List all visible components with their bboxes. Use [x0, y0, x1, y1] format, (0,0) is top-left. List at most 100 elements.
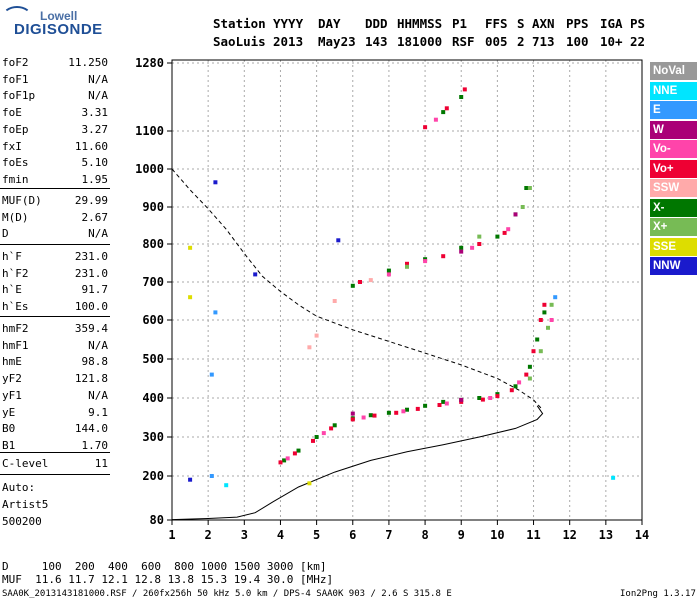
legend-item: E	[650, 101, 697, 119]
point-vo-	[415, 406, 420, 411]
param-value: 91.7	[81, 283, 109, 297]
point-x-	[441, 399, 446, 404]
param-row: hmF1 N/A	[2, 339, 108, 352]
x-tick-label: 13	[599, 528, 613, 542]
point-x-	[386, 268, 391, 273]
y-tick-label: 500	[142, 352, 164, 366]
param-name: MUF(D)	[2, 194, 42, 207]
x-tick-label: 14	[635, 528, 649, 542]
legend-item: Vo+	[650, 159, 697, 178]
param-value: 100.0	[74, 300, 108, 314]
param-name: h`F2	[2, 266, 29, 280]
point-vo-	[372, 413, 377, 418]
point-x-	[296, 448, 301, 453]
param-value: 121.8	[74, 372, 108, 386]
param-row: foE 3.31	[2, 106, 108, 119]
header-row2-cell: 10+	[600, 34, 623, 49]
code-label: 500200	[2, 515, 42, 528]
point-x-	[282, 458, 287, 463]
header-row2-cell: SaoLuis	[213, 34, 266, 49]
header-row1-cell: PS	[630, 16, 646, 31]
param-row: yF2 121.8	[2, 372, 108, 385]
point-vo-	[285, 456, 290, 461]
param-row: M(D) 2.67	[2, 211, 108, 224]
param-value: N/A	[88, 89, 108, 103]
param-value: 359.4	[74, 322, 108, 335]
param-separator	[0, 244, 110, 245]
param-name: foEs	[2, 156, 29, 170]
point-sse	[307, 481, 312, 486]
curve-vertical-profile	[171, 405, 544, 521]
point-nne	[611, 475, 616, 480]
distance-row: D 100 200 400 600 800 1000 1500 3000 [km…	[2, 560, 327, 573]
x-tick-label: 12	[562, 528, 576, 542]
point-vo-	[441, 254, 446, 259]
point-vo-	[329, 426, 334, 431]
param-name: yF2	[2, 372, 22, 386]
auto-label: Auto:	[2, 481, 36, 494]
point-vo-	[423, 259, 428, 264]
point-vo-	[401, 409, 406, 414]
param-value: N/A	[88, 338, 108, 352]
param-value: 144.0	[74, 422, 108, 436]
point-vo-	[358, 280, 362, 284]
x-tick-label: 1	[168, 528, 175, 542]
param-value: 3.27	[81, 122, 109, 136]
point-x-	[405, 407, 409, 412]
y-tick-label: 80	[150, 513, 164, 527]
param-name: foF1p	[2, 89, 36, 103]
point-vo-	[444, 401, 449, 406]
point-x-	[513, 384, 518, 389]
point-x-	[459, 95, 464, 99]
point-vo-	[495, 394, 500, 399]
header-row2-cell: RSF	[452, 34, 475, 49]
param-name: fmin	[2, 172, 29, 186]
header-row2-cell: 100	[566, 34, 589, 49]
param-name: hmE	[2, 355, 22, 369]
legend-item: NNE	[650, 81, 697, 100]
point-vo-	[444, 106, 449, 111]
legend-item: X-	[650, 198, 697, 217]
x-tick-label: 8	[421, 528, 428, 542]
legend-item: NoVal	[650, 62, 697, 80]
header-row1-cell: S	[517, 16, 525, 31]
point-x-	[546, 325, 550, 330]
point-vo-	[423, 125, 428, 130]
x-tick-label: 11	[526, 528, 540, 542]
point-x-	[350, 283, 355, 288]
point-vo-	[405, 261, 409, 266]
point-vo-	[321, 431, 326, 436]
param-value: N/A	[88, 388, 108, 402]
x-tick-label: 3	[241, 528, 248, 542]
param-row: yE 9.1	[2, 406, 108, 419]
point-w	[350, 411, 355, 416]
point-e	[553, 295, 558, 300]
y-tick-label: 200	[142, 469, 164, 483]
y-tick-label: 300	[142, 430, 164, 444]
legend-item: NNW	[650, 257, 697, 275]
param-name: foF2	[2, 56, 29, 69]
header-row2-cell: 005	[485, 34, 508, 49]
header-row2-cell: 181000	[397, 34, 443, 49]
header-row2-cell: 22	[630, 34, 646, 49]
param-row: B0 144.0	[2, 422, 108, 435]
curve-model-trace	[171, 168, 543, 411]
param-separator	[0, 188, 110, 189]
plot-frame	[171, 59, 643, 521]
version-label: Ion2Png 1.3.17	[620, 589, 696, 599]
legend-item: SSW	[650, 179, 697, 197]
param-name: B0	[2, 422, 16, 436]
header-row2-cell: 2013	[273, 34, 304, 49]
file-info: SAA0K_2013143181000.RSF / 260fx256h 50 k…	[2, 589, 452, 599]
header-row1-cell: DDD	[365, 16, 388, 31]
param-row: yF1 N/A	[2, 389, 108, 402]
header-row1-cell: PPS	[566, 16, 589, 31]
point-vo-	[394, 410, 399, 415]
x-tick-label: 5	[313, 528, 320, 542]
param-name: h`E	[2, 283, 22, 297]
point-ssw	[332, 299, 337, 303]
param-row: fmin 1.95	[2, 173, 108, 186]
point-x-	[542, 310, 547, 315]
muf-row: MUF 11.6 11.7 12.1 12.8 13.8 15.3 19.4 3…	[2, 573, 334, 586]
param-row: foF1p N/A	[2, 89, 108, 102]
